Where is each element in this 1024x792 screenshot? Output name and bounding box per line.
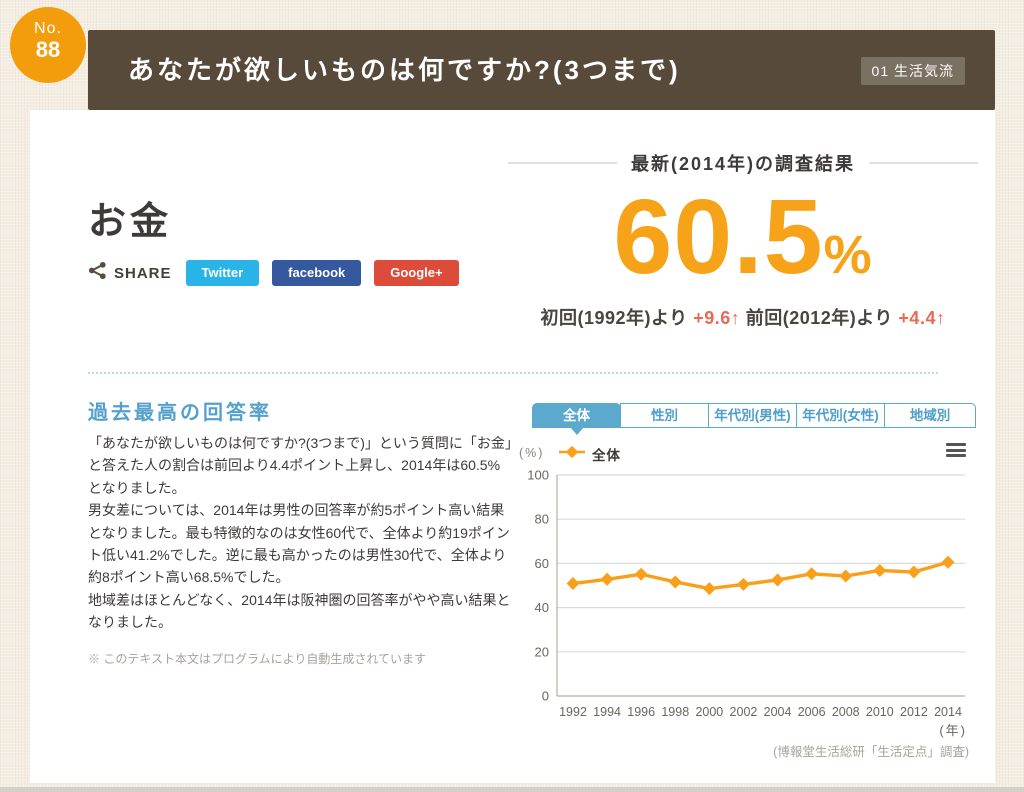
topic-title: お金 xyxy=(88,201,173,243)
svg-text:2000: 2000 xyxy=(695,705,723,719)
question-number-badge: No. 88 xyxy=(10,7,86,83)
svg-text:60: 60 xyxy=(535,556,549,571)
latest-percent-unit: % xyxy=(823,225,873,285)
share-icon xyxy=(88,261,107,285)
header-bar: あなたが欲しいものは何ですか?(3つまで) 01 生活気流 xyxy=(88,30,995,110)
chart-legend: 全体 xyxy=(558,444,621,464)
svg-text:2010: 2010 xyxy=(866,705,894,719)
chart-menu-icon[interactable] xyxy=(946,443,966,460)
question-title: あなたが欲しいものは何ですか?(3つまで) xyxy=(128,55,681,85)
question-number: 88 xyxy=(35,37,61,62)
analysis-paragraph: 男女差については、2014年は男性の回答率が約5ポイント高い結果となりました。最… xyxy=(88,502,510,586)
svg-text:20: 20 xyxy=(535,644,549,659)
share-button-twitter[interactable]: Twitter xyxy=(185,260,260,286)
heading-rule-right xyxy=(869,162,978,164)
first-survey-delta: +9.6↑ xyxy=(693,308,741,328)
latest-percent-number: 60.5 xyxy=(613,178,824,296)
analysis-heading: 過去最高の回答率 xyxy=(88,402,272,424)
svg-text:1992: 1992 xyxy=(559,705,587,719)
svg-text:1998: 1998 xyxy=(661,705,689,719)
share-button-facebook[interactable]: facebook xyxy=(272,260,362,286)
heading-rule-left xyxy=(508,162,617,164)
content-card: お金 SHARE Twitter facebook Google+ 最新(201… xyxy=(30,110,995,783)
svg-text:80: 80 xyxy=(535,512,549,527)
svg-text:2012: 2012 xyxy=(900,705,928,719)
latest-result-value: 60.5% xyxy=(508,184,978,290)
y-axis-unit-label: (%) xyxy=(519,446,545,460)
trend-line-chart: 0 20 40 60 80 100 1992 1994 1996 1998 2000 2002 2004… xyxy=(527,468,965,719)
tab-region[interactable]: 地域別 xyxy=(884,403,976,428)
svg-text:2006: 2006 xyxy=(798,705,826,719)
previous-survey-delta: +4.4↑ xyxy=(898,308,946,328)
svg-text:2004: 2004 xyxy=(764,705,792,719)
legend-label: 全体 xyxy=(592,448,621,463)
tab-age-female[interactable]: 年代別(女性) xyxy=(796,403,885,428)
svg-text:40: 40 xyxy=(535,600,549,615)
dotted-divider xyxy=(88,372,938,374)
share-button-googleplus[interactable]: Google+ xyxy=(374,260,459,286)
bottom-edge-strip xyxy=(0,787,1024,792)
chart-tabs: 全体 性別 年代別(男性) 年代別(女性) 地域別 xyxy=(532,403,976,435)
svg-text:1994: 1994 xyxy=(593,705,621,719)
svg-text:1996: 1996 xyxy=(627,705,655,719)
latest-result-deltas: 初回(1992年)より +9.6↑ 前回(2012年)より +4.4↑ xyxy=(508,304,978,330)
legend-marker-icon xyxy=(558,445,586,463)
category-badge[interactable]: 01 生活気流 xyxy=(860,57,965,85)
share-label: SHARE xyxy=(114,264,172,282)
previous-survey-label: 前回(2012年)より xyxy=(740,308,899,328)
svg-text:2002: 2002 xyxy=(730,705,758,719)
chart-area: 0 20 40 60 80 100 1992 1994 1996 1998 2000 2002 2004… xyxy=(520,465,980,732)
svg-text:2014: 2014 xyxy=(934,705,962,719)
analysis-text: 「あなたが欲しいものは何ですか?(3つまで)」という質問に「お金」と答えた人の割… xyxy=(88,432,512,634)
x-axis-unit-label: (年) xyxy=(939,723,967,738)
latest-result-heading: 最新(2014年)の調査結果 xyxy=(630,154,856,174)
latest-result-block: 最新(2014年)の調査結果 60.5% 初回(1992年)より +9.6↑ 前… xyxy=(508,110,978,330)
first-survey-label: 初回(1992年)より xyxy=(540,308,694,328)
tab-gender[interactable]: 性別 xyxy=(620,403,709,428)
share-row: SHARE Twitter facebook Google+ xyxy=(88,260,472,286)
svg-text:2008: 2008 xyxy=(832,705,860,719)
latest-result-heading-row: 最新(2014年)の調査結果 xyxy=(508,150,978,176)
svg-text:0: 0 xyxy=(542,689,549,704)
svg-text:100: 100 xyxy=(527,468,549,483)
tab-age-male[interactable]: 年代別(男性) xyxy=(708,403,797,428)
analysis-paragraph: 「あなたが欲しいものは何ですか?(3つまで)」という質問に「お金」と答えた人の割… xyxy=(88,435,512,496)
auto-generated-note: ※ このテキスト本文はプログラムにより自動生成されています xyxy=(88,652,427,666)
tab-overall[interactable]: 全体 xyxy=(532,403,621,435)
question-number-label: No. xyxy=(34,20,62,37)
source-credit: (博報堂生活総研「生活定点」調査) xyxy=(773,745,969,759)
analysis-paragraph: 地域差はほとんどなく、2014年は阪神圏の回答率がやや高い結果となりました。 xyxy=(88,591,511,631)
